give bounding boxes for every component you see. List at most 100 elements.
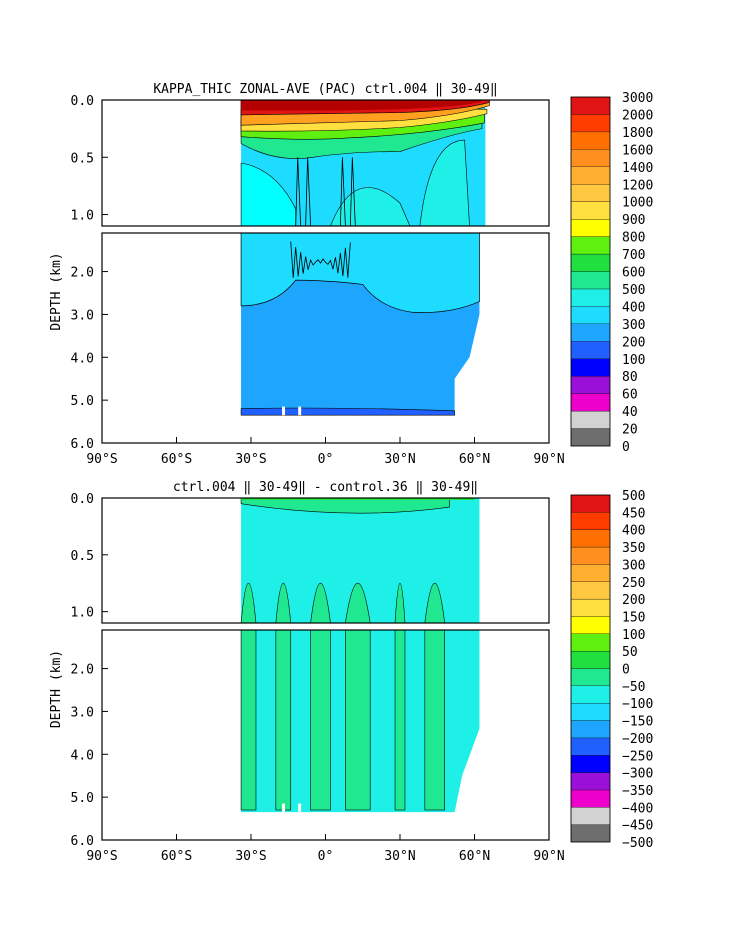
- panel1-legend-label-6: 1000: [622, 196, 653, 211]
- panel1-legend-label-1: 2000: [622, 108, 653, 123]
- panel1-legend-label-5: 1200: [622, 178, 653, 193]
- panel1-legend-swatch-7: [570, 306, 611, 324]
- panel1-legend: 3000200018001600140012001000900800700600…: [570, 91, 653, 455]
- panel1-xtick-label-3: 0°: [318, 452, 334, 467]
- panel2-legend-swatch-14: [570, 581, 611, 600]
- panel2-legend-label-17: −350: [622, 784, 653, 799]
- panel1-legend-label-7: 900: [622, 213, 645, 228]
- panel2-legend-swatch-12: [570, 616, 611, 634]
- panel2-gap-1: [298, 803, 302, 813]
- panel1-legend-swatch-17: [570, 131, 611, 150]
- panel1-legend-label-20: 0: [622, 440, 630, 455]
- panel1-ytick-label-lower-3: 5.0: [71, 394, 94, 409]
- panel2-xtick-label-2: 30°S: [235, 849, 266, 864]
- panel2-legend-swatch-4: [570, 755, 611, 773]
- panel2-ytick-label-upper-1: 0.5: [71, 549, 94, 564]
- panel1-legend-swatch-19: [570, 96, 611, 115]
- panel2-ytick-label-lower-1: 3.0: [71, 705, 94, 720]
- panel2-legend-swatch-13: [570, 598, 611, 617]
- panel2-legend-swatch-9: [570, 668, 611, 687]
- panel2-legend-label-5: 250: [622, 576, 645, 591]
- panel2-legend-label-16: −300: [622, 767, 653, 782]
- panel1-spike-1: [305, 157, 312, 226]
- panel1-ne-lobe: [419, 139, 470, 226]
- panel1-spike-2: [340, 157, 346, 226]
- panel1-legend-swatch-3: [570, 376, 611, 394]
- panel1-legend-label-16: 80: [622, 370, 638, 385]
- panel2-legend-label-3: 350: [622, 541, 645, 556]
- panel1-legend-swatch-10: [570, 253, 611, 272]
- panel2-legend-label-13: −150: [622, 715, 653, 730]
- panel1-legend-swatch-6: [570, 323, 611, 342]
- panel1-legend-swatch-14: [570, 184, 611, 202]
- panel1-legend-label-4: 1400: [622, 161, 653, 176]
- panel1-legend-label-8: 800: [622, 231, 645, 246]
- panel1-gap-0: [282, 406, 286, 416]
- panel1-legend-swatch-8: [570, 288, 611, 307]
- panel1-xtick-label-5: 60°N: [459, 452, 490, 467]
- panel1-ytick-label-lower-0: 2.0: [71, 266, 94, 281]
- panel2-legend-label-12: −100: [622, 697, 653, 712]
- panel1-ylabel: DEPTH (km): [49, 252, 64, 330]
- panel2-legend-swatch-0: [570, 824, 611, 843]
- panel2-xtick-label-5: 60°N: [459, 849, 490, 864]
- panel1-legend-swatch-2: [570, 393, 611, 412]
- panel1-legend-swatch-18: [570, 114, 611, 133]
- panel1-legend-swatch-0: [570, 428, 611, 447]
- panel2-surface-band: [240, 498, 450, 514]
- panel1-legend-label-2: 1800: [622, 126, 653, 141]
- panel1-xtick-label-4: 30°N: [384, 452, 415, 467]
- panel2-legend-label-6: 200: [622, 593, 645, 608]
- panel1-legend-label-18: 40: [622, 405, 638, 420]
- panel2-legend-label-15: −250: [622, 749, 653, 764]
- panel1-legend-swatch-1: [570, 410, 611, 429]
- panel1-legend-swatch-12: [570, 218, 611, 237]
- panel2-legend-swatch-6: [570, 720, 611, 739]
- panel1-spike-3: [349, 157, 356, 226]
- panel2-ylabel: DEPTH (km): [49, 650, 64, 728]
- panel2-legend-label-14: −200: [622, 732, 653, 747]
- panel1-bottom-region: [240, 407, 455, 416]
- panel2-lower-band-3: [345, 630, 371, 811]
- panel2-xtick-label-6: 90°N: [533, 849, 564, 864]
- panel2-ytick-label-lower-2: 4.0: [71, 748, 94, 763]
- panel2-ytick-label-lower-0: 2.0: [71, 663, 94, 678]
- panel1-xtick-label-6: 90°N: [533, 452, 564, 467]
- panel2-legend-label-18: −400: [622, 801, 653, 816]
- panel1-surface-region: [241, 100, 482, 111]
- panel2-upper-frame: [101, 497, 550, 624]
- panel1-legend-label-11: 500: [622, 283, 645, 298]
- panel1-legend-swatch-13: [570, 201, 611, 220]
- panel2-ytick-label-upper-2: 1.0: [71, 606, 94, 621]
- panel1-xtick-label-2: 30°S: [235, 452, 266, 467]
- panel1-legend-label-13: 300: [622, 318, 645, 333]
- panel2-legend-label-10: 0: [622, 663, 630, 678]
- panel1-legend-label-19: 20: [622, 423, 638, 438]
- panel2-lower-band-2: [310, 630, 331, 811]
- panel2-legend-label-11: −50: [622, 680, 645, 695]
- panel2-legend-label-7: 150: [622, 610, 645, 625]
- panel1-gap-1: [298, 406, 302, 416]
- panel1-legend-label-17: 60: [622, 388, 638, 403]
- panel1-legend-label-9: 700: [622, 248, 645, 263]
- panel1-xtick-label-0: 90°S: [86, 452, 117, 467]
- panel2-surface-line: [241, 498, 475, 500]
- panel1-ytick-label-lower-4: 6.0: [71, 437, 94, 452]
- panel2-legend-label-9: 50: [622, 645, 638, 660]
- panel2-legend-swatch-18: [570, 512, 611, 530]
- panel2-title: ctrl.004 ‖ 30-49‖ - control.36 ‖ 30-49‖: [173, 480, 478, 495]
- panel1-ytick-label-lower-1: 3.0: [71, 308, 94, 323]
- panel1-upper-frame: [101, 99, 550, 227]
- panel2-chart: ctrl.004 ‖ 30-49‖ - control.36 ‖ 30-49‖ 0…: [49, 480, 653, 864]
- panel2-legend-label-19: −450: [622, 819, 653, 834]
- panel1-ytick-label-upper-0: 0.0: [71, 94, 94, 109]
- panel1-legend-swatch-9: [570, 271, 611, 290]
- panel2-legend-label-8: 100: [622, 628, 645, 643]
- panel2-legend-swatch-8: [570, 685, 611, 704]
- panel1-legend-swatch-11: [570, 236, 611, 255]
- panel2-legend-label-2: 400: [622, 524, 645, 539]
- panel2-legend-swatch-15: [570, 564, 611, 582]
- panel2-legend-label-4: 300: [622, 558, 645, 573]
- panel2-lower-field: [240, 630, 480, 813]
